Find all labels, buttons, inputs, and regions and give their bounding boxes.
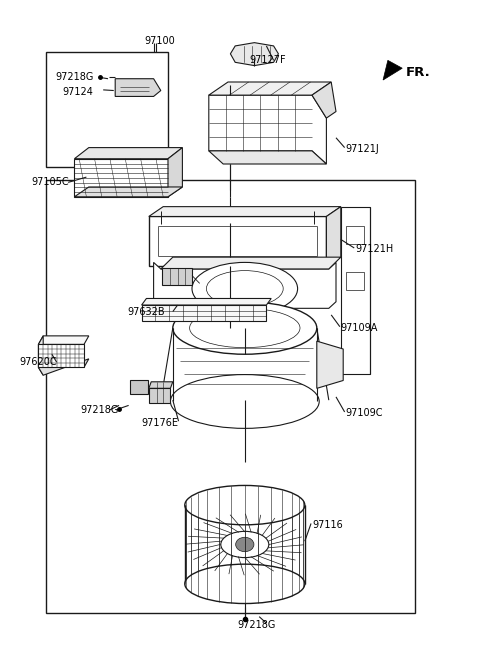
Ellipse shape: [170, 375, 319, 428]
Polygon shape: [209, 82, 331, 95]
Text: 97116: 97116: [312, 520, 343, 530]
Text: 97105C: 97105C: [31, 177, 69, 188]
Text: 97620C: 97620C: [19, 357, 57, 367]
Polygon shape: [326, 207, 341, 266]
Polygon shape: [142, 305, 266, 321]
Polygon shape: [74, 159, 168, 197]
Polygon shape: [149, 382, 173, 388]
Polygon shape: [161, 257, 341, 269]
Text: 97218G: 97218G: [238, 619, 276, 630]
Polygon shape: [38, 336, 89, 344]
Text: 97218G: 97218G: [81, 405, 119, 415]
Bar: [46, 52, 168, 167]
Polygon shape: [209, 151, 326, 164]
Ellipse shape: [185, 485, 305, 525]
Bar: [346, 272, 364, 290]
Polygon shape: [230, 43, 278, 66]
Text: 97127F: 97127F: [250, 55, 286, 66]
Polygon shape: [142, 298, 271, 305]
Ellipse shape: [173, 302, 317, 354]
Polygon shape: [209, 95, 326, 164]
Text: 97109C: 97109C: [346, 408, 383, 419]
Text: 97632B: 97632B: [127, 306, 165, 317]
Text: 97109A: 97109A: [341, 323, 378, 333]
Text: 97124: 97124: [62, 87, 93, 97]
Polygon shape: [341, 207, 370, 374]
Text: 97121H: 97121H: [355, 244, 394, 255]
Polygon shape: [74, 187, 182, 197]
Bar: [346, 226, 364, 244]
Polygon shape: [154, 262, 336, 308]
Polygon shape: [74, 148, 182, 159]
Polygon shape: [162, 268, 192, 285]
Polygon shape: [38, 344, 84, 367]
Polygon shape: [149, 216, 326, 266]
Bar: [46, 180, 415, 613]
Polygon shape: [149, 207, 341, 216]
Polygon shape: [168, 148, 182, 197]
Text: 97121J: 97121J: [346, 144, 379, 154]
Polygon shape: [317, 341, 343, 388]
Polygon shape: [38, 336, 43, 375]
Text: 97176E: 97176E: [142, 418, 179, 428]
Polygon shape: [38, 359, 89, 375]
Text: 97218G: 97218G: [55, 72, 94, 83]
Polygon shape: [312, 82, 336, 118]
Polygon shape: [115, 79, 161, 96]
Ellipse shape: [192, 262, 298, 315]
Polygon shape: [383, 60, 402, 80]
Ellipse shape: [221, 531, 269, 558]
Polygon shape: [149, 388, 170, 403]
Ellipse shape: [185, 564, 305, 604]
Ellipse shape: [236, 537, 254, 552]
Polygon shape: [130, 380, 148, 394]
Text: 97100: 97100: [144, 35, 175, 46]
Text: FR.: FR.: [406, 66, 431, 79]
